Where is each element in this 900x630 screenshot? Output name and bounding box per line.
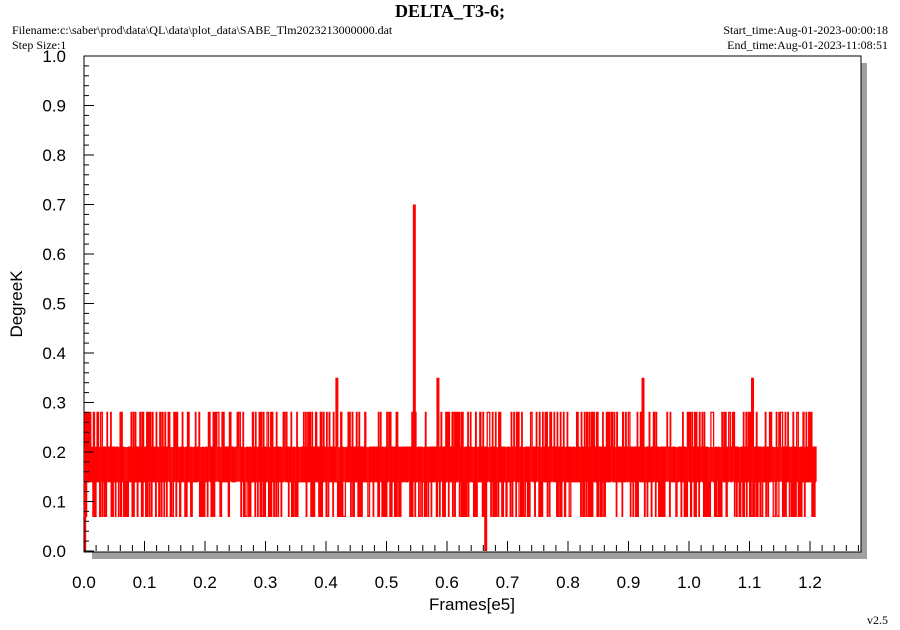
x-tick-label: 0.6 [435, 573, 459, 592]
series-dense-band [84, 447, 817, 482]
axis-layer: 0.0 0.1 0.2 0.3 0.4 0.5 0.6 0.7 0.8 0.9 1.0 0.0 0.1 0… [42, 47, 859, 592]
y-tick-label: 0.6 [42, 245, 66, 264]
y-axis-label: DegreeK [7, 270, 26, 338]
y-tick-label: 0.3 [42, 394, 66, 413]
series-line [83, 411, 817, 518]
y-tick-label: 0.8 [42, 146, 66, 165]
x-tick-label: 0.1 [133, 573, 157, 592]
x-tick-label: 0.9 [617, 573, 641, 592]
chart-title: DELTA_T3-6; [394, 1, 506, 21]
y-tick-label: 0.5 [42, 295, 66, 314]
end-time-text: End_time:Aug-01-2023-11:08:51 [727, 38, 888, 52]
y-tick-label: 0.2 [42, 443, 66, 462]
x-tick-label: 1.1 [738, 573, 762, 592]
y-tick-label: 0.7 [42, 196, 66, 215]
version-text: v2.5 [867, 613, 888, 627]
x-tick-label: 1.0 [677, 573, 701, 592]
x-tick-label: 0.4 [314, 573, 338, 592]
y-tick-label: 0.4 [42, 344, 66, 363]
y-tick-label: 0.9 [42, 97, 66, 116]
y-tick-label: 1.0 [42, 47, 66, 66]
series-layer [83, 204, 817, 551]
x-tick-label: 0.8 [556, 573, 580, 592]
x-axis-label: Frames[e5] [429, 595, 515, 614]
x-tick-label: 0.0 [72, 573, 96, 592]
x-tick-label: 0.2 [193, 573, 217, 592]
x-tick-label: 0.3 [254, 573, 278, 592]
x-tick-label: 0.5 [375, 573, 399, 592]
step-size-text: Step Size:1 [12, 38, 67, 52]
x-tick-label: 1.2 [798, 573, 822, 592]
y-tick-label: 0.1 [42, 493, 66, 512]
filename-text: Filename:c:\saber\prod\data\QL\data\plot… [12, 23, 393, 37]
x-tick-label: 0.7 [496, 573, 520, 592]
y-tick-label: 0.0 [42, 542, 66, 561]
start-time-text: Start_time:Aug-01-2023-00:00:18 [723, 23, 888, 37]
